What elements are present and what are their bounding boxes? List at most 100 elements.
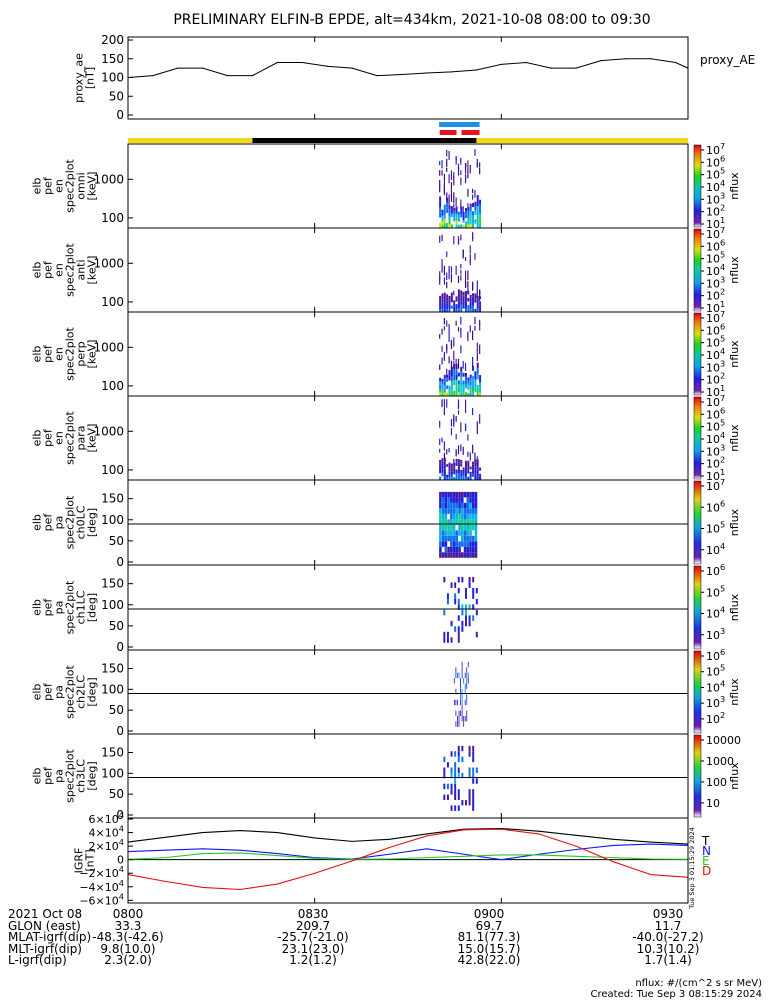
heatmap-cell-ch2 bbox=[467, 672, 469, 679]
heatmap-cell-ch0 bbox=[441, 519, 445, 525]
y-axis-label-perp: [keV] bbox=[86, 340, 99, 369]
heatmap-cells-ch3 bbox=[443, 745, 478, 811]
y-tick-label-omni: 1000 bbox=[93, 172, 124, 186]
heatmap-cell-ch2 bbox=[464, 672, 466, 679]
heatmap-cell-anti bbox=[450, 295, 453, 300]
heatmap-cell-ch2 bbox=[464, 683, 466, 689]
igrf-series-E bbox=[127, 852, 689, 860]
ae-data-point bbox=[475, 69, 478, 71]
heatmap-cell-para bbox=[455, 469, 458, 473]
heatmap-cell-anti bbox=[467, 308, 470, 312]
ephemeris-value: -25.7(-21.0) bbox=[277, 930, 349, 944]
heatmap-cell-anti bbox=[441, 299, 444, 303]
heatmap-cell-omni bbox=[467, 202, 469, 210]
heatmap-cell-perp bbox=[467, 386, 470, 390]
heatmap-cell-omni bbox=[464, 214, 467, 219]
heatmap-cell-omni bbox=[443, 213, 446, 219]
heatmap-cell-ch0 bbox=[441, 552, 445, 558]
heatmap-cell-omni bbox=[469, 207, 472, 212]
heatmap-cell-perp bbox=[457, 388, 460, 393]
heatmap-cell-ch3 bbox=[457, 767, 460, 773]
heatmap-cell-para bbox=[462, 446, 464, 455]
heatmap-cell-omni bbox=[439, 201, 442, 207]
heatmap-cell-anti bbox=[455, 304, 458, 307]
heatmap-cell-ch1 bbox=[468, 582, 471, 588]
heatmap-cell-omni bbox=[460, 210, 463, 214]
y-tick-label-igrf: −4×104 bbox=[79, 878, 124, 894]
heatmap-cell-ch1 bbox=[464, 620, 467, 627]
heatmap-cell-perp bbox=[441, 381, 444, 385]
chart-title: PRELIMINARY ELFIN-B EPDE, alt=434km, 202… bbox=[173, 12, 650, 28]
y-axis-label-ch3: ch3LC bbox=[75, 759, 88, 793]
heatmap-cell-para bbox=[460, 459, 463, 464]
heatmap-cell-ch0 bbox=[463, 502, 467, 509]
heatmap-cell-ch3 bbox=[457, 805, 460, 811]
heatmap-cell-perp bbox=[464, 362, 467, 371]
y-tick-label-igrf: 0 bbox=[117, 854, 124, 867]
heatmap-cell-perp bbox=[467, 380, 470, 384]
heatmap-cell-ch2 bbox=[460, 688, 461, 695]
heatmap-cell-para bbox=[455, 476, 458, 480]
heatmap-cell-anti bbox=[439, 306, 442, 310]
heatmap-cell-ch3 bbox=[454, 789, 457, 795]
heatmap-cell-ch3 bbox=[443, 767, 446, 773]
ae-data-point bbox=[450, 71, 453, 73]
heatmap-cell-anti bbox=[457, 293, 460, 297]
heatmap-cell-ch3 bbox=[472, 805, 475, 811]
heatmap-cell-ch1 bbox=[472, 593, 475, 599]
heatmap-cell-para bbox=[446, 449, 448, 455]
heatmap-cell-para bbox=[457, 462, 460, 467]
y-axis-label-ch3: spec2plot bbox=[64, 749, 77, 803]
heatmap-cell-ch1 bbox=[461, 620, 464, 627]
heatmap-cell-anti bbox=[443, 292, 446, 296]
heatmap-cell-anti bbox=[443, 305, 446, 309]
heatmap-cell-anti bbox=[462, 301, 465, 306]
heatmap-cell-para bbox=[443, 410, 445, 416]
heatmap-cell-omni bbox=[472, 215, 475, 220]
ae-data-point bbox=[301, 61, 303, 64]
heatmap-cell-perp bbox=[460, 366, 463, 372]
heatmap-cell-ch3 bbox=[472, 745, 475, 752]
heatmap-cell-perp bbox=[472, 390, 475, 396]
heatmap-cell-perp bbox=[443, 381, 446, 386]
ephemeris-value: -40.0(-27.2) bbox=[632, 930, 704, 944]
heatmap-cell-omni bbox=[439, 196, 442, 202]
heatmap-cell-para bbox=[457, 476, 460, 480]
igrf-point-E bbox=[500, 854, 502, 856]
heatmap-cell-para bbox=[476, 425, 478, 435]
collection-bar bbox=[439, 130, 457, 135]
heatmap-cell-para bbox=[467, 467, 470, 471]
heatmap-cell-ch0 bbox=[471, 508, 475, 514]
heatmap-cell-anti bbox=[453, 300, 456, 304]
heatmap-cell-omni bbox=[441, 221, 444, 225]
heatmap-cell-ch3 bbox=[446, 762, 449, 768]
heatmap-cell-anti bbox=[460, 264, 462, 269]
heatmap-cell-anti bbox=[453, 306, 456, 310]
heatmap-cell-para bbox=[446, 474, 449, 478]
heatmap-cell-ch1 bbox=[468, 615, 471, 621]
heatmap-cell-ch0 bbox=[455, 552, 459, 558]
heatmap-cell-ch1 bbox=[457, 587, 460, 594]
heatmap-cell-ch0 bbox=[474, 552, 478, 558]
heatmap-cell-anti bbox=[469, 301, 472, 306]
panel-frame-perp bbox=[127, 311, 689, 397]
heatmap-cell-ch3 bbox=[468, 772, 471, 779]
heatmap-cell-omni bbox=[453, 176, 455, 186]
y-axis-label-ch0: pef bbox=[42, 513, 55, 532]
heatmap-cell-perp bbox=[460, 332, 462, 338]
heatmap-cell-para bbox=[443, 472, 446, 477]
heatmap-cell-ch0 bbox=[444, 546, 448, 553]
heatmap-cell-omni bbox=[439, 212, 442, 218]
heatmap-cell-ch0 bbox=[447, 497, 450, 503]
heatmap-cell-ch1 bbox=[461, 609, 464, 616]
heatmap-cell-perp bbox=[443, 378, 446, 382]
heatmap-cell-perp bbox=[453, 337, 455, 347]
heatmap-cell-perp bbox=[448, 375, 451, 381]
heatmap-cell-anti bbox=[467, 270, 469, 281]
heatmap-cell-anti bbox=[464, 281, 467, 288]
y-tick-label-anti: 100 bbox=[101, 295, 124, 309]
ephemeris-value: 0830 bbox=[297, 907, 329, 921]
heatmap-cell-anti bbox=[457, 289, 460, 294]
y-tick-label-igrf: 2×104 bbox=[89, 837, 124, 853]
